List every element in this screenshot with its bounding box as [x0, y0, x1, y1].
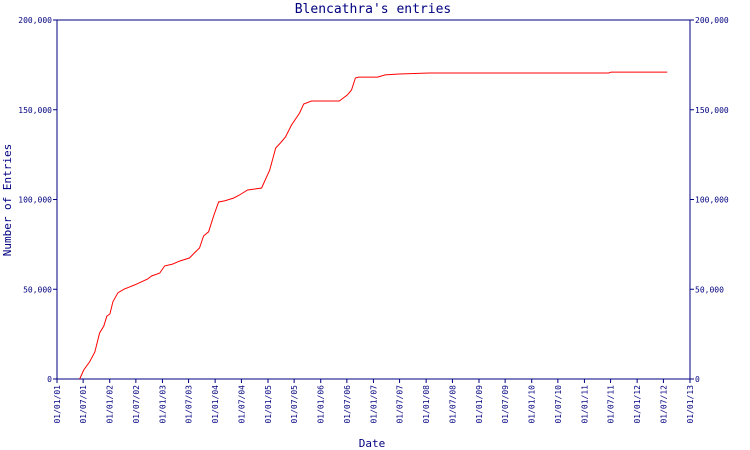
y-tick-label: 50,000: [23, 285, 52, 294]
x-tick-label: 01/01/07: [369, 385, 378, 424]
x-tick-label: 01/07/07: [396, 385, 405, 424]
y2-tick-label: 150,000: [695, 106, 729, 115]
x-tick-label: 01/01/11: [580, 385, 589, 424]
x-tick-label: 01/01/05: [264, 385, 273, 424]
y-tick-label: 200,000: [18, 16, 52, 25]
y2-tick-label: 100,000: [695, 196, 729, 205]
x-tick-label: 01/01/01: [53, 385, 62, 424]
y2-tick-label: 0: [695, 375, 700, 384]
x-tick-label: 01/01/06: [317, 385, 326, 424]
x-tick-label: 01/01/04: [211, 385, 220, 424]
x-tick-label: 01/07/02: [132, 385, 141, 424]
chart-title: Blencathra's entries: [295, 2, 452, 17]
x-tick-label: 01/07/01: [79, 385, 88, 424]
y-tick-label: 0: [47, 375, 52, 384]
x-tick-label: 01/01/08: [422, 385, 431, 424]
x-tick-label: 01/01/03: [158, 385, 167, 424]
x-axis-label: Date: [359, 437, 386, 450]
x-tick-label: 01/07/11: [607, 385, 616, 424]
x-tick-label: 01/07/05: [290, 385, 299, 424]
x-tick-label: 01/07/06: [343, 385, 352, 424]
x-tick-label: 01/07/04: [237, 385, 246, 424]
x-tick-label: 01/07/10: [554, 385, 563, 424]
x-tick-label: 01/07/12: [659, 385, 668, 424]
x-tick-label: 01/07/09: [501, 385, 510, 424]
plot-frame: [56, 19, 691, 380]
data-line: [79, 71, 668, 380]
y-tick-label: 100,000: [18, 196, 52, 205]
y2-tick-label: 50,000: [695, 285, 724, 294]
x-tick-label: 01/01/10: [528, 385, 537, 424]
x-tick-label: 01/01/02: [106, 385, 115, 424]
y-tick-label: 150,000: [18, 106, 52, 115]
x-tick-label: 01/07/08: [448, 385, 457, 424]
x-tick-label: 01/01/09: [475, 385, 484, 424]
x-tick-label: 01/01/13: [686, 385, 695, 424]
y-axis-label: Number of Entries: [1, 144, 14, 257]
x-tick-label: 01/01/12: [633, 385, 642, 424]
x-tick-label: 01/07/03: [185, 385, 194, 424]
y2-tick-label: 200,000: [695, 16, 729, 25]
